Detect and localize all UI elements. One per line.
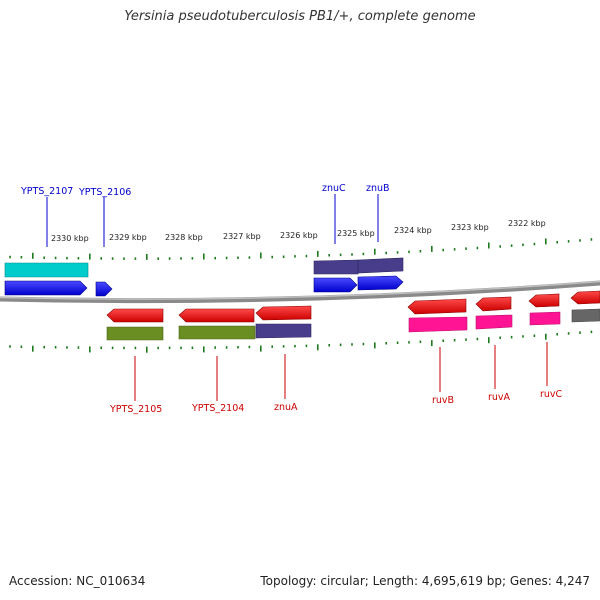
- feature-ruvB-magenta[interactable]: [408, 316, 468, 333]
- feature-track-reverse-outer: [106, 308, 600, 341]
- gene-label-ruvC: ruvC: [540, 389, 563, 400]
- tick-row-top: [9, 238, 593, 260]
- tick-label-2324: 2324 kbp: [394, 226, 432, 235]
- feature-znuB-cds[interactable]: [357, 275, 404, 291]
- page-title: Yersinia pseudotuberculosis PB1/+, compl…: [124, 9, 476, 24]
- tick-label-2330: 2330 kbp: [51, 234, 89, 243]
- gene-label-ypts2107: YPTS_2107: [20, 186, 73, 197]
- feature-next-cds[interactable]: [570, 290, 600, 305]
- gene-label-ypts2104: YPTS_2104: [191, 403, 244, 414]
- genome-backbone-highlight: [0, 280, 600, 300]
- feature-znuB-slate[interactable]: [357, 257, 404, 274]
- feature-ypts2107-rna[interactable]: [4, 262, 89, 278]
- gene-label-ruvA: ruvA: [488, 392, 511, 403]
- feature-ypts2107-cds[interactable]: [4, 280, 88, 296]
- feature-znuC-slate[interactable]: [313, 259, 359, 275]
- genome-backbone: [0, 280, 600, 304]
- tick-label-2325: 2325 kbp: [337, 229, 375, 238]
- feature-ruvB-cds[interactable]: [407, 298, 467, 315]
- feature-ruvA-magenta[interactable]: [475, 314, 513, 330]
- gene-label-znuC: znuC: [322, 183, 346, 194]
- feature-ypts2104-cds[interactable]: [178, 308, 255, 323]
- feature-znuA-slate[interactable]: [255, 323, 312, 339]
- tick-label-2323: 2323 kbp: [451, 223, 489, 232]
- accession-text: Accession: NC_010634: [9, 574, 146, 588]
- tick-label-2322: 2322 kbp: [508, 219, 546, 228]
- tick-label-2327: 2327 kbp: [223, 232, 261, 241]
- feature-ruvA-cds[interactable]: [475, 296, 512, 312]
- feature-track-forward-outer: [4, 257, 404, 278]
- feature-ruvC-magenta[interactable]: [529, 311, 561, 326]
- feature-ypts2104-olive[interactable]: [178, 325, 256, 340]
- gene-label-ruvB: ruvB: [432, 395, 454, 406]
- feature-next-grey[interactable]: [571, 308, 600, 323]
- feature-znuC-cds[interactable]: [313, 277, 358, 293]
- feature-track-forward-inner: [4, 275, 404, 297]
- gene-label-znuA: znuA: [274, 402, 298, 413]
- tick-label-2328: 2328 kbp: [165, 233, 203, 242]
- genome-stats-text: Topology: circular; Length: 4,695,619 bp…: [260, 574, 590, 588]
- feature-ypts2105-cds[interactable]: [106, 308, 164, 323]
- feature-znuA-cds[interactable]: [255, 305, 312, 321]
- feature-ypts2106-cds[interactable]: [95, 281, 113, 297]
- tick-label-2326: 2326 kbp: [280, 231, 318, 240]
- gene-label-znuB: znuB: [366, 183, 390, 194]
- gene-label-ypts2105: YPTS_2105: [109, 404, 162, 415]
- gene-label-ypts2106: YPTS_2106: [78, 187, 131, 198]
- tick-label-2329: 2329 kbp: [109, 233, 147, 242]
- tick-row-bottom: [9, 330, 593, 353]
- feature-ypts2105-olive[interactable]: [106, 326, 164, 341]
- feature-track-reverse-inner: [106, 290, 600, 323]
- feature-ruvC-cds[interactable]: [528, 293, 560, 308]
